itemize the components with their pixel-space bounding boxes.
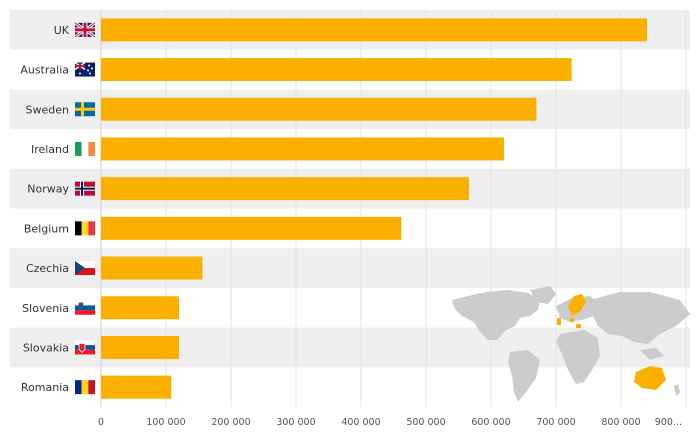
bar: [101, 296, 179, 320]
category-labels: UK Australia Sweden Ireland Norway Belgium Cze…: [20, 24, 69, 394]
x-tick-label: 600 000: [471, 417, 510, 428]
category-label: Sweden: [26, 103, 69, 116]
flags: [74, 21, 96, 395]
x-tick-label: 400 000: [341, 417, 380, 428]
x-tick-label: 800 000: [601, 417, 640, 428]
australia-flag-icon: [74, 61, 95, 77]
x-tick-label: 500 000: [406, 417, 445, 428]
category-label: Australia: [20, 64, 69, 77]
belgium-flag-icon: [75, 221, 95, 236]
uk-flag-icon: [74, 21, 96, 39]
slovakia-flag-icon: [75, 340, 95, 355]
slovenia-flag-icon: [75, 300, 95, 315]
category-label: Norway: [27, 183, 69, 196]
category-label: Belgium: [24, 222, 69, 235]
bar: [101, 335, 179, 359]
bar: [101, 18, 647, 42]
x-tick-label: 900...: [655, 417, 682, 428]
bar: [101, 58, 572, 82]
bar: [101, 97, 537, 121]
norway-flag-icon: [75, 181, 95, 196]
category-label: Slovakia: [23, 341, 69, 354]
x-tick-label: 100 000: [146, 417, 185, 428]
bar: [101, 375, 172, 399]
category-label: UK: [54, 24, 70, 37]
category-label: Ireland: [31, 143, 69, 156]
category-label: Czechia: [26, 262, 69, 275]
x-axis-tick-labels: 0 100 000 200 000 300 000 400 000 500 000 600 …: [98, 417, 682, 428]
x-tick-label: 200 000: [211, 417, 250, 428]
category-label: Slovenia: [22, 302, 69, 315]
sweden-flag-icon: [75, 102, 95, 117]
bars: [101, 18, 647, 399]
x-tick-label: 0: [98, 417, 104, 428]
bar: [101, 216, 402, 240]
bar: [101, 177, 469, 201]
category-label: Romania: [21, 381, 69, 394]
bar: [101, 256, 203, 280]
bar: [101, 137, 504, 161]
x-tick-label: 300 000: [276, 417, 315, 428]
romania-flag-icon: [75, 380, 95, 395]
czechia-flag-icon: [75, 261, 95, 276]
x-tick-label: 700 000: [536, 417, 575, 428]
world-map-icon: [452, 286, 690, 402]
ireland-flag-icon: [75, 141, 95, 156]
